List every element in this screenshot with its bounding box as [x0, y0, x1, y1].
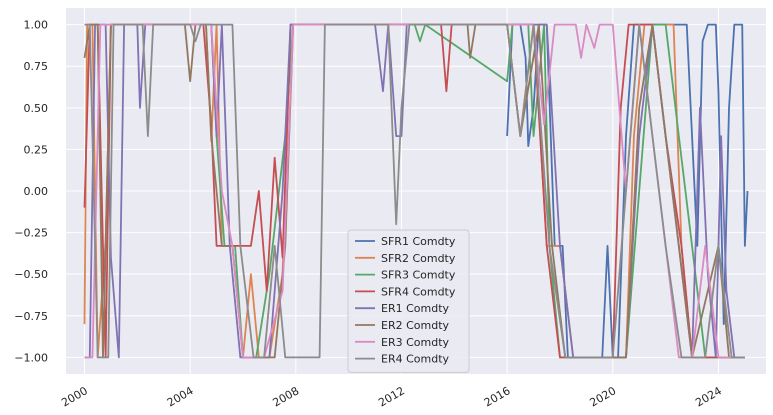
y-tick-label: 0.25: [24, 143, 49, 156]
series-line-8: [84, 23, 745, 359]
y-tick-label: −1.00: [14, 351, 48, 364]
x-tick-label: 2020: [588, 384, 619, 409]
legend: SFR1 Comdty SFR2 Comdty SFR3 Comdty SFR4 Co…: [347, 229, 470, 373]
y-tick-label: −0.50: [14, 268, 48, 281]
x-tick-label: 2024: [693, 384, 724, 409]
series-line-7: [84, 23, 745, 359]
y-tick-label: 0.75: [24, 60, 49, 73]
x-tick-label: 2008: [271, 384, 302, 409]
y-tick-label: −0.75: [14, 310, 48, 323]
y-tick-label: 1.00: [24, 19, 49, 32]
x-tick-label: 2012: [376, 384, 407, 409]
legend-label: SFR4 Comdty: [381, 285, 456, 298]
legend-label: SFR2 Comdty: [381, 252, 456, 265]
legend-label: ER4 Comdty: [381, 353, 450, 366]
y-axis-tick-labels: 1.00 0.75 0.50 0.25 0.00 −0.25 −0.50 −0.75 −1.00: [14, 19, 48, 365]
legend-box: [347, 229, 470, 373]
legend-label: SFR3 Comdty: [381, 269, 456, 282]
series-lines: [83, 23, 749, 359]
legend-label: ER2 Comdty: [381, 319, 450, 332]
legend-label: ER1 Comdty: [381, 302, 450, 315]
x-tick-label: 2004: [165, 384, 196, 409]
x-axis-tick-labels: 2000 2004 2008 2012 2016 2020 2024: [59, 384, 724, 409]
series-line-1: [506, 23, 749, 359]
legend-label: SFR1 Comdty: [381, 235, 456, 248]
x-tick-label: 2016: [482, 384, 513, 409]
x-tick-label: 2000: [59, 384, 90, 409]
y-tick-label: −0.25: [14, 227, 48, 240]
y-tick-label: 0.50: [24, 102, 49, 115]
legend-label: ER3 Comdty: [381, 336, 450, 349]
y-tick-label: 0.00: [24, 185, 49, 198]
